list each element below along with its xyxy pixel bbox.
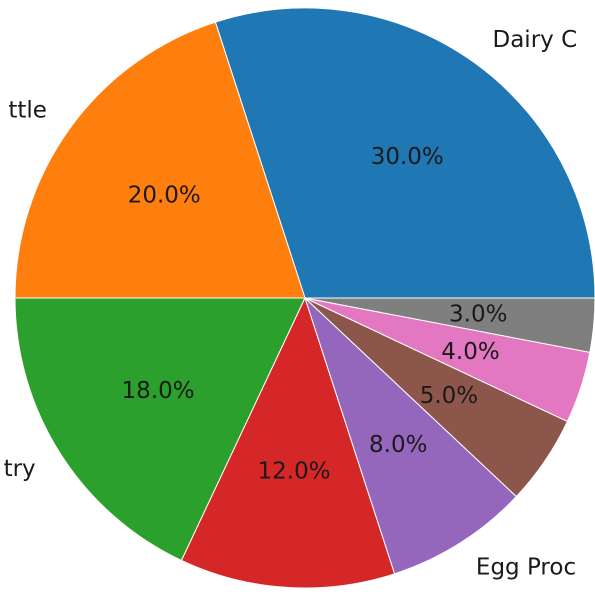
pct-label-dairy-c: 30.0% <box>371 144 444 170</box>
pct-label-slice-6: 5.0% <box>420 383 478 409</box>
pct-label-slice-4: 12.0% <box>258 459 331 485</box>
pct-label-egg-proc: 8.0% <box>369 432 427 458</box>
percentage-labels: 30.0% 20.0% 18.0% 12.0% 8.0% 5.0% 4.0% 3.0% <box>122 144 508 484</box>
category-label-ttle: ttle <box>8 98 47 124</box>
category-label-egg-proc: Egg Proc <box>476 554 576 580</box>
category-label-try: try <box>4 456 36 482</box>
pct-label-try: 18.0% <box>122 378 195 404</box>
pie-slice-slice-4 <box>180 296 396 589</box>
pie-slice-try <box>14 297 306 562</box>
pct-label-s: 4.0% <box>441 339 499 365</box>
category-label-dairy-c: Dairy C <box>493 27 578 53</box>
pie-slice-egg-proc <box>304 297 518 575</box>
pie-slice-dairy-c <box>214 7 595 299</box>
pie-slices <box>14 7 595 589</box>
pct-label-ttle: 20.0% <box>128 183 201 209</box>
pct-label-slice-8: 3.0% <box>449 301 507 327</box>
pie-slice-ttle <box>14 21 306 299</box>
